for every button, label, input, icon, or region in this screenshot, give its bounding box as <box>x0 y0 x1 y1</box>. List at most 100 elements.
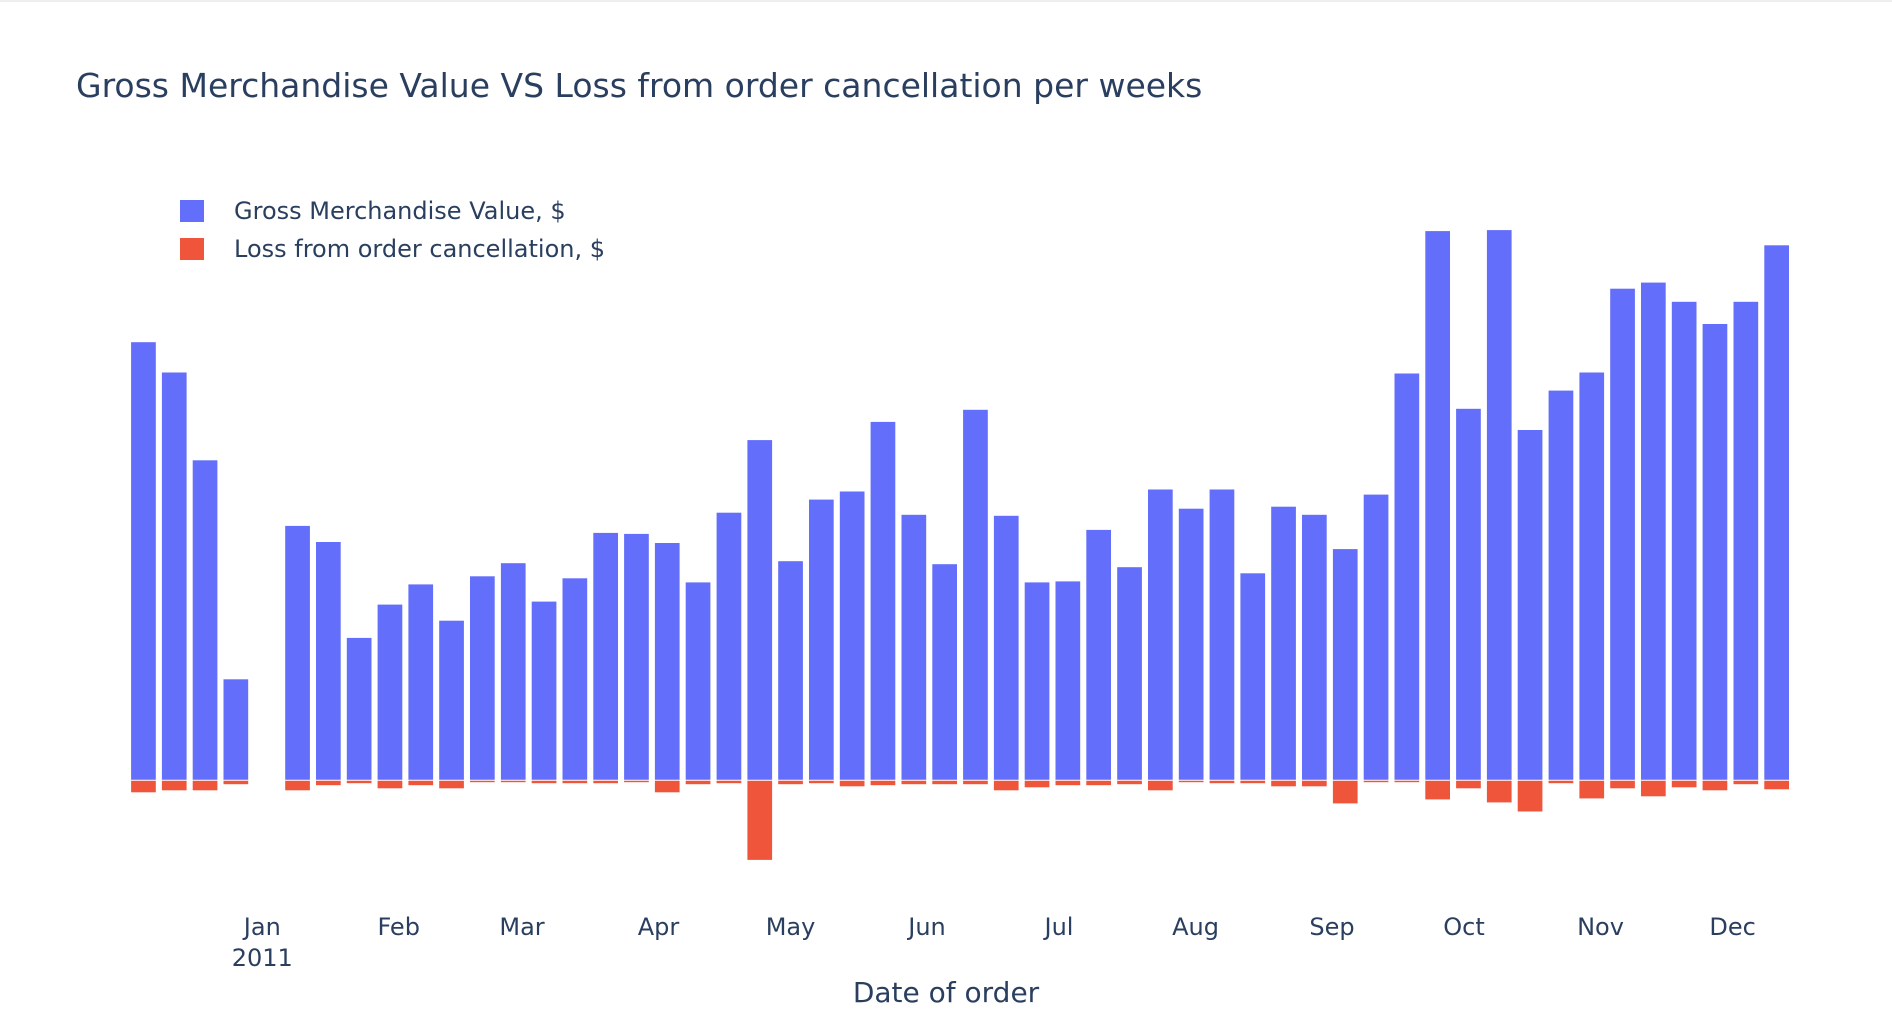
loss-bar-2011-07-03[interactable] <box>1055 780 1081 786</box>
loss-bar-2011-11-20[interactable] <box>1671 780 1697 788</box>
gmv-bar-2010-12-19[interactable] <box>192 460 218 781</box>
loss-bar-2011-06-19[interactable] <box>993 780 1019 791</box>
legend-item-gmv[interactable]: Gross Merchandise Value, $ <box>180 192 605 230</box>
loss-bar-2011-04-24[interactable] <box>747 780 773 860</box>
loss-bar-2011-08-14[interactable] <box>1240 780 1266 784</box>
gmv-bar-2011-02-06[interactable] <box>408 584 434 781</box>
loss-bar-2011-05-08[interactable] <box>809 780 834 784</box>
gmv-bar-2011-07-31[interactable] <box>1178 508 1204 781</box>
loss-bar-2011-07-10[interactable] <box>1086 780 1111 786</box>
loss-bar-2011-10-16[interactable] <box>1517 780 1543 812</box>
loss-bar-2011-10-23[interactable] <box>1548 780 1574 784</box>
gmv-bar-2011-05-22[interactable] <box>870 421 896 781</box>
loss-bar-2011-04-17[interactable] <box>716 780 742 784</box>
gmv-bar-2011-11-13[interactable] <box>1641 282 1666 781</box>
gmv-bar-2011-02-27[interactable] <box>500 563 526 781</box>
loss-bar-2011-01-30[interactable] <box>377 780 403 789</box>
loss-bar-2011-11-06[interactable] <box>1610 780 1635 789</box>
loss-bar-2011-10-02[interactable] <box>1456 780 1481 789</box>
gmv-bar-2011-02-13[interactable] <box>439 620 464 781</box>
gmv-bar-2011-03-20[interactable] <box>593 532 618 781</box>
loss-bar-2011-09-25[interactable] <box>1425 780 1450 800</box>
gmv-bar-2011-05-01[interactable] <box>778 561 803 781</box>
gmv-bar-2010-12-12[interactable] <box>161 372 187 781</box>
gmv-bar-2011-05-29[interactable] <box>901 514 927 781</box>
gmv-bar-2011-08-21[interactable] <box>1271 506 1296 781</box>
loss-bar-2011-10-30[interactable] <box>1579 780 1605 799</box>
loss-bar-2011-01-16[interactable] <box>316 780 341 786</box>
gmv-bar-2011-10-16[interactable] <box>1517 430 1543 781</box>
gmv-bar-2011-01-16[interactable] <box>316 542 341 781</box>
loss-bar-2011-08-21[interactable] <box>1271 780 1296 787</box>
loss-bar-2011-05-15[interactable] <box>839 780 865 787</box>
loss-bar-2011-12-04[interactable] <box>1733 780 1759 785</box>
loss-bar-2011-06-26[interactable] <box>1024 780 1050 788</box>
gmv-bar-2011-04-10[interactable] <box>685 582 711 781</box>
loss-bar-2011-12-11[interactable] <box>1764 780 1789 790</box>
loss-bar-2011-05-22[interactable] <box>870 780 896 786</box>
loss-bar-2011-11-13[interactable] <box>1641 780 1666 797</box>
loss-bar-2011-03-13[interactable] <box>562 780 588 784</box>
gmv-bar-2011-06-12[interactable] <box>963 409 988 781</box>
gmv-bar-2011-09-04[interactable] <box>1332 549 1358 781</box>
loss-bar-2011-03-20[interactable] <box>593 780 618 784</box>
gmv-bar-2011-11-27[interactable] <box>1702 324 1728 781</box>
loss-bar-2011-02-27[interactable] <box>500 780 526 783</box>
gmv-bar-2011-06-26[interactable] <box>1024 582 1050 781</box>
gmv-bar-2011-12-11[interactable] <box>1764 245 1789 781</box>
gmv-bar-2011-02-20[interactable] <box>470 576 495 781</box>
gmv-bar-2011-10-23[interactable] <box>1548 390 1574 781</box>
loss-bar-2011-09-18[interactable] <box>1394 780 1420 783</box>
loss-bar-2011-06-05[interactable] <box>932 780 957 785</box>
gmv-bar-2011-07-10[interactable] <box>1086 529 1111 781</box>
gmv-bar-2011-01-23[interactable] <box>346 637 372 781</box>
gmv-bar-2011-10-09[interactable] <box>1486 230 1512 781</box>
loss-bar-2011-07-31[interactable] <box>1178 780 1204 783</box>
loss-bar-2011-09-04[interactable] <box>1332 780 1358 804</box>
gmv-bar-2011-11-06[interactable] <box>1610 288 1635 781</box>
gmv-bar-2011-09-18[interactable] <box>1394 373 1420 781</box>
loss-bar-2011-11-27[interactable] <box>1702 780 1728 791</box>
gmv-bar-2010-12-26[interactable] <box>223 679 249 781</box>
gmv-bar-2011-12-04[interactable] <box>1733 301 1759 781</box>
loss-bar-2011-04-03[interactable] <box>654 780 680 793</box>
gmv-bar-2011-09-11[interactable] <box>1363 494 1389 781</box>
legend-item-loss[interactable]: Loss from order cancellation, $ <box>180 230 605 268</box>
loss-bar-2010-12-05[interactable] <box>131 780 156 793</box>
gmv-bar-2011-04-03[interactable] <box>654 543 680 781</box>
gmv-bar-2011-09-25[interactable] <box>1425 231 1450 781</box>
loss-bar-2011-05-01[interactable] <box>778 780 803 785</box>
gmv-bar-2011-06-05[interactable] <box>932 564 957 781</box>
loss-bar-2010-12-26[interactable] <box>223 780 249 785</box>
loss-bar-2011-07-17[interactable] <box>1117 780 1142 785</box>
gmv-bar-2011-03-27[interactable] <box>624 533 649 781</box>
gmv-bar-2011-01-30[interactable] <box>377 604 403 781</box>
loss-bar-2011-02-06[interactable] <box>408 780 434 786</box>
gmv-bar-2011-07-24[interactable] <box>1148 489 1173 781</box>
loss-bar-2010-12-19[interactable] <box>192 780 218 791</box>
loss-bar-2011-05-29[interactable] <box>901 780 927 785</box>
gmv-bar-2011-07-17[interactable] <box>1117 567 1142 781</box>
loss-bar-2011-07-24[interactable] <box>1148 780 1173 791</box>
loss-bar-2011-04-10[interactable] <box>685 780 711 785</box>
loss-bar-2011-09-11[interactable] <box>1363 780 1389 783</box>
gmv-bar-2011-10-02[interactable] <box>1456 408 1481 781</box>
loss-bar-2011-01-23[interactable] <box>346 780 372 784</box>
loss-bar-2011-03-27[interactable] <box>624 780 649 783</box>
loss-bar-2011-08-07[interactable] <box>1209 780 1235 784</box>
loss-bar-2011-01-09[interactable] <box>285 780 310 791</box>
gmv-bar-2011-05-08[interactable] <box>809 499 834 781</box>
gmv-bar-2011-04-24[interactable] <box>747 440 773 781</box>
loss-bar-2011-08-28[interactable] <box>1302 780 1327 787</box>
gmv-bar-2011-08-07[interactable] <box>1209 489 1235 781</box>
gmv-bar-2011-06-19[interactable] <box>993 515 1019 781</box>
gmv-bar-2011-11-20[interactable] <box>1671 301 1697 781</box>
loss-bar-2011-02-13[interactable] <box>439 780 464 789</box>
gmv-bar-2011-01-09[interactable] <box>285 525 310 781</box>
gmv-bar-2011-05-15[interactable] <box>839 491 865 781</box>
loss-bar-2011-10-09[interactable] <box>1486 780 1512 803</box>
loss-bar-2011-02-20[interactable] <box>470 780 495 783</box>
gmv-bar-2011-03-06[interactable] <box>531 601 557 781</box>
gmv-bar-2011-08-28[interactable] <box>1302 514 1327 781</box>
loss-bar-2010-12-12[interactable] <box>161 780 187 791</box>
